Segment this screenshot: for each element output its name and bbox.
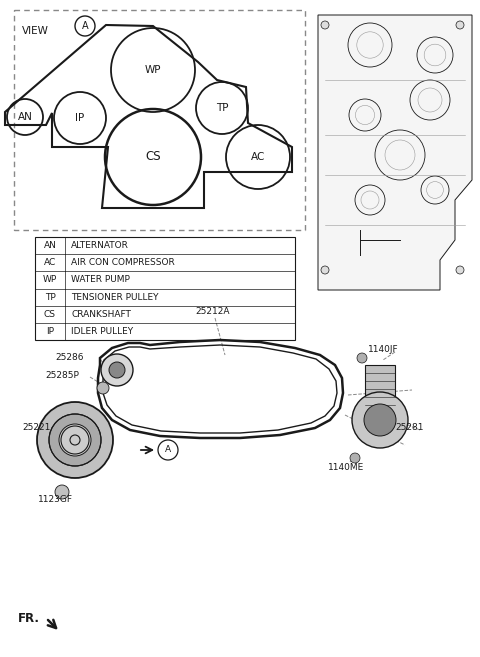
- Text: ALTERNATOR: ALTERNATOR: [71, 241, 129, 250]
- Circle shape: [350, 453, 360, 463]
- Text: AIR CON COMPRESSOR: AIR CON COMPRESSOR: [71, 258, 175, 267]
- Text: TP: TP: [45, 292, 55, 302]
- Text: A: A: [82, 21, 88, 31]
- Bar: [14, 10, 305, 230]
- Text: 25221: 25221: [22, 424, 50, 432]
- Text: IP: IP: [46, 327, 54, 336]
- Text: WP: WP: [145, 65, 161, 75]
- Text: IDLER PULLEY: IDLER PULLEY: [71, 327, 133, 336]
- Text: A: A: [165, 445, 171, 455]
- Text: FR.: FR.: [18, 612, 40, 625]
- Circle shape: [321, 21, 329, 29]
- Circle shape: [101, 354, 133, 386]
- Bar: [365, 365, 395, 415]
- Circle shape: [456, 21, 464, 29]
- Circle shape: [456, 266, 464, 274]
- Text: 25285P: 25285P: [45, 371, 79, 380]
- Text: AN: AN: [44, 241, 57, 250]
- Text: TENSIONER PULLEY: TENSIONER PULLEY: [71, 292, 158, 302]
- Text: CS: CS: [44, 309, 56, 319]
- Text: WP: WP: [43, 275, 57, 284]
- Text: CRANKSHAFT: CRANKSHAFT: [71, 309, 131, 319]
- Text: 1140ME: 1140ME: [328, 463, 364, 472]
- Text: TP: TP: [216, 103, 228, 113]
- Circle shape: [352, 392, 408, 448]
- Circle shape: [364, 404, 396, 436]
- Circle shape: [321, 266, 329, 274]
- Text: IP: IP: [75, 113, 84, 123]
- Text: 25286: 25286: [55, 353, 84, 363]
- Text: VIEW: VIEW: [22, 26, 49, 36]
- Text: 25281: 25281: [395, 424, 423, 432]
- Circle shape: [55, 485, 69, 499]
- Text: AC: AC: [44, 258, 56, 267]
- Circle shape: [37, 402, 113, 478]
- Polygon shape: [318, 15, 472, 290]
- Circle shape: [109, 362, 125, 378]
- Circle shape: [97, 382, 109, 394]
- Text: WATER PUMP: WATER PUMP: [71, 275, 130, 284]
- Text: AN: AN: [18, 112, 33, 122]
- Text: 1140JF: 1140JF: [368, 346, 398, 355]
- Text: 25212A: 25212A: [195, 307, 229, 317]
- Text: AC: AC: [251, 152, 265, 162]
- Circle shape: [59, 424, 91, 456]
- Circle shape: [357, 353, 367, 363]
- Circle shape: [49, 414, 101, 466]
- Text: CS: CS: [145, 150, 161, 164]
- Bar: [35, 237, 295, 340]
- Text: 1123GF: 1123GF: [38, 495, 73, 505]
